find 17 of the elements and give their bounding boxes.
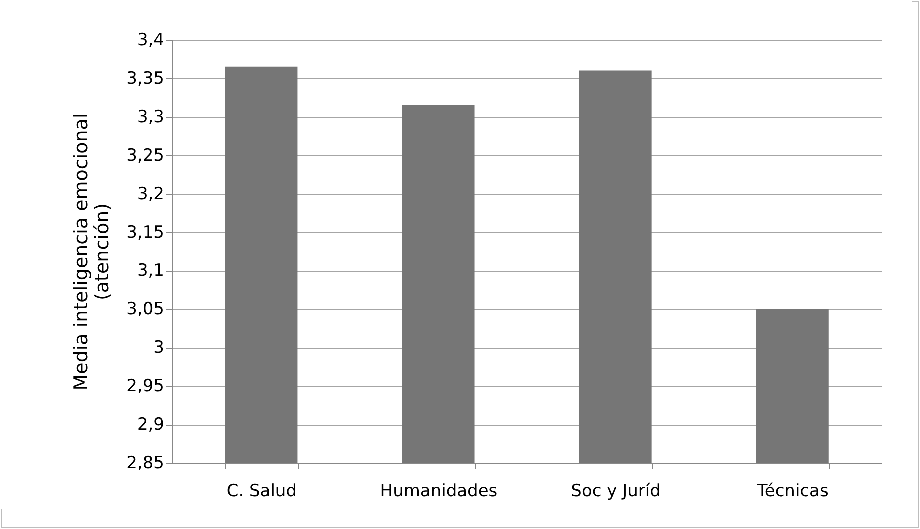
y-tick-label: 3,15 bbox=[126, 222, 164, 243]
y-tick-label: 3 bbox=[154, 338, 164, 358]
x-tick-label: Soc y Juríd bbox=[571, 482, 661, 502]
y-axis-title: Media inteligencia emocional (atención) bbox=[70, 113, 114, 391]
x-tick-label: Técnicas bbox=[756, 482, 829, 502]
y-tick-label: 3,05 bbox=[126, 300, 164, 320]
x-tick-label: C. Salud bbox=[226, 482, 298, 502]
y-tick-label: 3,2 bbox=[137, 184, 164, 204]
y-tick-label: 3,35 bbox=[126, 68, 164, 89]
y-tick-label: 2,95 bbox=[126, 376, 164, 397]
y-tick-label: 3,3 bbox=[137, 107, 164, 128]
x-tick-label: Humanidades bbox=[380, 482, 498, 502]
y-tick-label: 2,85 bbox=[126, 454, 164, 474]
y-tick-label: 3,4 bbox=[137, 30, 164, 50]
y-tick-label: 3,25 bbox=[126, 146, 164, 166]
y-tick-label: 2,9 bbox=[137, 415, 164, 436]
y-tick-label: 3,1 bbox=[137, 261, 164, 282]
